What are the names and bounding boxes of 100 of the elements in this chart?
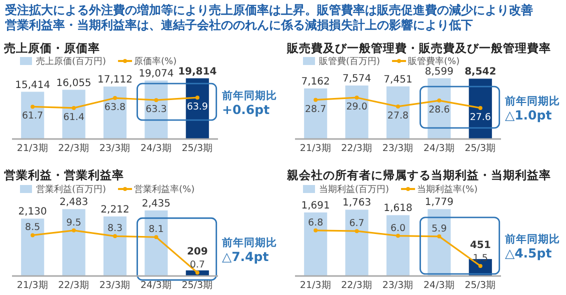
data-label: 19,814 [178,66,217,78]
text: 前年同期比 △1.0pt [504,94,560,122]
data-label: 1,618 [384,203,412,214]
x-tick-label: 22/3期 [58,142,90,154]
point [314,98,318,102]
bar [103,216,127,276]
x-tick-label: 24/3期 [140,279,172,291]
bar [386,215,410,276]
point [30,233,35,238]
legend-label: 営業利益率(%) [134,184,195,195]
data-label: 6.0 [390,222,406,234]
data-label: 2,483 [59,197,88,208]
legend-label: 販管費率(%) [408,56,460,67]
data-label: 27.8 [387,110,409,122]
data-label: 2,435 [142,198,171,210]
x-tick-label: 25/3期 [182,142,214,154]
data-label: 28.6 [428,104,450,116]
text: 営業利益率・当期利益率は、連結子会社ののれんに係る減損損失計上の影響により低下 [5,18,473,32]
data-label: 451 [470,240,491,251]
x-tick-label: 24/3期 [424,279,455,291]
bar [144,210,168,276]
point [154,98,158,102]
data-label: 8,599 [424,66,454,78]
x-tick-label: 21/3期 [300,279,332,291]
x-tick-label: 23/3期 [382,279,414,291]
data-label: 1.5 [472,252,488,264]
data-label: 7,162 [301,76,330,88]
data-label: 2,212 [100,204,130,216]
x-tick-label: 23/3期 [382,142,414,154]
text: 前年同期比 +0.6pt [221,88,277,117]
x-tick-label: 25/3期 [464,279,496,291]
data-label: 61.7 [22,110,44,122]
data-label: 17,112 [98,74,132,86]
point [72,106,76,110]
data-label: 27.6 [470,112,491,123]
text: 前年同期比 △4.5pt [504,232,560,261]
data-label: 0.7 [190,260,205,271]
data-label: 2,130 [18,206,47,218]
point [478,264,482,268]
x-tick-label: 22/3期 [58,279,90,291]
point [354,229,359,234]
point [437,234,442,238]
bar [62,209,86,276]
bar [468,78,492,139]
bar [103,86,127,139]
x-tick-label: 21/3期 [16,142,48,154]
x-tick-label: 23/3期 [99,279,131,291]
data-label: 8,542 [464,66,496,78]
data-label: 8.3 [107,223,123,234]
bar [345,86,368,139]
data-label: 1,763 [342,198,372,209]
point [154,235,158,240]
data-label: 29.0 [346,102,368,113]
data-label: 15,414 [15,80,50,91]
x-tick-label: 22/3期 [341,279,372,291]
x-tick-label: 23/3期 [99,142,131,154]
chart-title: 親会社の所有者に帰属する当期利益・当期利益率 [286,168,551,182]
data-label: 6.7 [349,218,364,230]
data-label: 63.8 [104,102,126,114]
legend-label: 当期利益率(%) [417,184,478,195]
point [113,96,117,100]
legend-label: 営業利益(百万円) [36,184,106,195]
point [437,98,442,103]
x-tick-label: 25/3期 [182,279,214,291]
x-tick-label: 21/3期 [16,279,48,291]
bar [21,92,44,139]
x-tick-label: 22/3期 [341,142,372,154]
point [195,270,200,275]
data-label: 209 [186,246,208,258]
data-label: 63.3 [146,104,167,116]
bar [186,78,209,139]
point [113,234,117,238]
data-label: 19,074 [138,68,174,80]
text: 前年同期比 △7.4pt [221,236,277,264]
data-label: 7,451 [384,74,412,86]
x-tick-label: 25/3期 [464,142,496,154]
legend-label: 当期利益(百万円) [319,184,390,195]
point [314,228,318,232]
point [354,96,359,100]
data-label: 61.4 [63,112,84,123]
x-tick-label: 24/3期 [140,142,172,154]
legend-label: 原価率(%) [134,56,177,67]
x-tick-label: 21/3期 [300,142,332,154]
point [195,96,200,100]
bar [21,218,44,276]
point [72,228,76,232]
bar [345,210,368,276]
data-label: 9.5 [66,217,82,228]
data-label: 16,055 [56,78,92,89]
x-tick-label: 24/3期 [424,142,455,154]
point [396,234,400,238]
data-label: 28.7 [305,104,326,115]
point [478,106,482,110]
chart-title: 販売費及び一般管理費・販売費及び一般管理費率 [286,41,551,55]
point [30,104,35,109]
bar [304,88,328,139]
text: 受注拡大による外注費の増加等により売上原価率は上昇。販管費率は販売促進費の減少により改善 [4,3,533,17]
legend-label: 販管費(百万円) [319,56,380,67]
bar [62,90,86,139]
data-label: 8.5 [25,222,40,234]
